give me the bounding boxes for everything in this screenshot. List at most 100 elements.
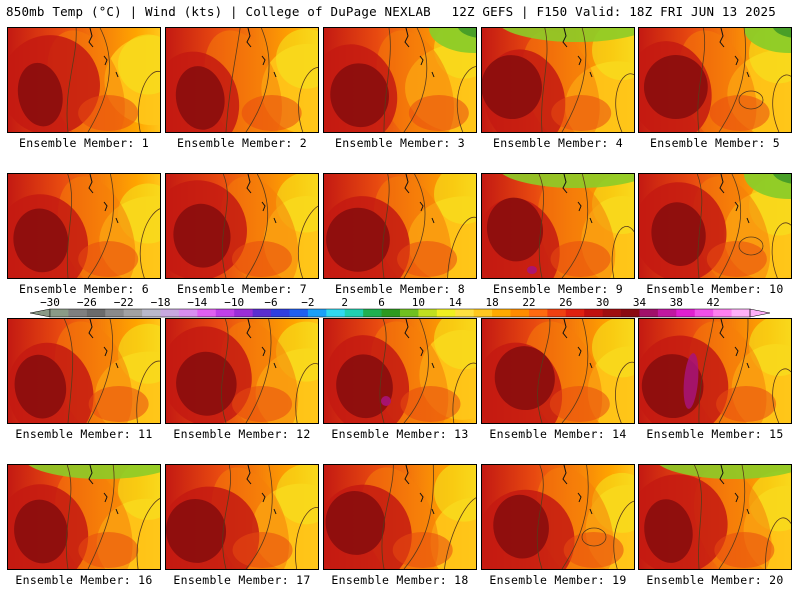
- colorbar-tick-label: −6: [264, 296, 278, 309]
- colorbar-tick-label: −26: [76, 296, 97, 309]
- colorbar-tick-label: 6: [378, 296, 385, 309]
- colorbar-tick-label: 30: [596, 296, 610, 309]
- colorbar-swatch: [123, 309, 143, 317]
- temperature-field-17: [166, 465, 318, 569]
- colorbar-swatch: [492, 309, 512, 317]
- ensemble-member-label-5: Ensemble Member: 5: [649, 136, 781, 150]
- colorbar-swatch: [326, 309, 346, 317]
- colorbar-tick-label: 18: [485, 296, 499, 309]
- colorbar-swatch: [252, 309, 272, 317]
- ensemble-member-label-12: Ensemble Member: 12: [173, 427, 311, 441]
- ensemble-member-map-18: [323, 464, 477, 570]
- colorbar-swatch: [639, 309, 659, 317]
- temperature-field-11: [8, 319, 160, 423]
- colorbar-tick-label: −30: [40, 296, 60, 309]
- colorbar-tick-label: −10: [224, 296, 245, 309]
- ensemble-member-map-7: [165, 173, 319, 279]
- colorbar-swatch: [381, 309, 401, 317]
- colorbar-swatch: [142, 309, 162, 317]
- colorbar-swatch: [289, 309, 309, 317]
- colorbar-tick-label: 2: [341, 296, 349, 309]
- ensemble-member-label-15: Ensemble Member: 15: [646, 427, 784, 441]
- colorbar-tick-label: 10: [411, 296, 426, 309]
- temperature-field-8: [324, 174, 476, 278]
- map-title: 850mb Temp (°C) | Wind (kts) | College o…: [6, 4, 431, 19]
- colorbar-swatch: [584, 309, 604, 317]
- ensemble-member-label-18: Ensemble Member: 18: [331, 573, 469, 587]
- ensemble-member-map-2: [165, 27, 319, 133]
- colorbar-swatch: [418, 309, 438, 317]
- colorbar-low-arrow: [29, 308, 51, 318]
- colorbar-swatch: [234, 309, 254, 317]
- colorbar-swatch: [547, 309, 567, 317]
- colorbar-swatch: [565, 309, 585, 317]
- ensemble-member-label-7: Ensemble Member: 7: [176, 282, 308, 296]
- colorbar-swatch: [510, 309, 530, 317]
- colorbar-tick-label: −18: [150, 296, 171, 309]
- colorbar-swatch: [602, 309, 622, 317]
- colorbar-swatch: [215, 309, 235, 317]
- colorbar-tick-label: 34: [632, 296, 647, 309]
- colorbar-swatch: [621, 309, 640, 317]
- ensemble-member-label-10: Ensemble Member: 10: [646, 282, 784, 296]
- temperature-field-16: [8, 465, 160, 569]
- colorbar-tick-label: 26: [559, 296, 573, 309]
- ensemble-member-map-11: [7, 318, 161, 424]
- ensemble-member-label-11: Ensemble Member: 11: [15, 427, 153, 441]
- colorbar-swatch: [473, 309, 493, 317]
- ensemble-member-map-8: [323, 173, 477, 279]
- colorbar-swatch: [307, 309, 327, 317]
- colorbar-swatch: [731, 309, 751, 317]
- colorbar-graphic: [29, 308, 771, 318]
- temperature-field-19: [482, 465, 634, 569]
- temperature-field-13: [324, 319, 476, 423]
- colorbar-swatch: [363, 309, 383, 317]
- ensemble-member-map-3: [323, 27, 477, 133]
- colorbar-tick-label: −14: [187, 296, 208, 309]
- temperature-field-3: [324, 28, 476, 132]
- temperature-field-2: [166, 28, 318, 132]
- ensemble-member-map-5: [638, 27, 792, 133]
- colorbar-swatch: [676, 309, 696, 317]
- ensemble-member-label-8: Ensemble Member: 8: [334, 282, 466, 296]
- colorbar-swatch: [713, 309, 733, 317]
- colorbar-swatch: [400, 309, 419, 317]
- ensemble-member-label-3: Ensemble Member: 3: [334, 136, 466, 150]
- temperature-field-12: [166, 319, 318, 423]
- colorbar-tick-label: 22: [522, 296, 536, 309]
- ensemble-member-label-2: Ensemble Member: 2: [176, 136, 308, 150]
- ensemble-member-map-10: [638, 173, 792, 279]
- colorbar-swatch: [694, 309, 714, 317]
- temperature-field-5: [639, 28, 791, 132]
- ensemble-member-map-13: [323, 318, 477, 424]
- colorbar-swatch: [528, 309, 548, 317]
- temperature-field-14: [482, 319, 634, 423]
- colorbar-swatch: [344, 309, 364, 317]
- ensemble-member-map-1: [7, 27, 161, 133]
- ensemble-member-map-6: [7, 173, 161, 279]
- ensemble-member-label-17: Ensemble Member: 17: [173, 573, 311, 587]
- temperature-field-4: [482, 28, 634, 132]
- ensemble-member-label-9: Ensemble Member: 9: [492, 282, 624, 296]
- ensemble-member-label-6: Ensemble Member: 6: [18, 282, 150, 296]
- temperature-field-9: [482, 174, 634, 278]
- ensemble-member-map-4: [481, 27, 635, 133]
- temperature-colorbar: [29, 308, 771, 318]
- ensemble-member-label-14: Ensemble Member: 14: [489, 427, 627, 441]
- colorbar-swatch: [160, 309, 180, 317]
- colorbar-swatch: [197, 309, 217, 317]
- colorbar-tick-label: −2: [301, 296, 315, 309]
- colorbar-swatch: [657, 309, 677, 317]
- ensemble-member-label-13: Ensemble Member: 13: [331, 427, 469, 441]
- colorbar-swatch: [50, 309, 69, 317]
- ensemble-member-map-20: [638, 464, 792, 570]
- temperature-field-10: [639, 174, 791, 278]
- ensemble-member-label-1: Ensemble Member: 1: [18, 136, 150, 150]
- colorbar-high-arrow: [749, 308, 771, 318]
- ensemble-member-label-4: Ensemble Member: 4: [492, 136, 624, 150]
- colorbar-tick-label: −22: [113, 296, 134, 309]
- ensemble-member-map-12: [165, 318, 319, 424]
- temperature-field-18: [324, 465, 476, 569]
- temperature-field-7: [166, 174, 318, 278]
- colorbar-swatch: [68, 309, 88, 317]
